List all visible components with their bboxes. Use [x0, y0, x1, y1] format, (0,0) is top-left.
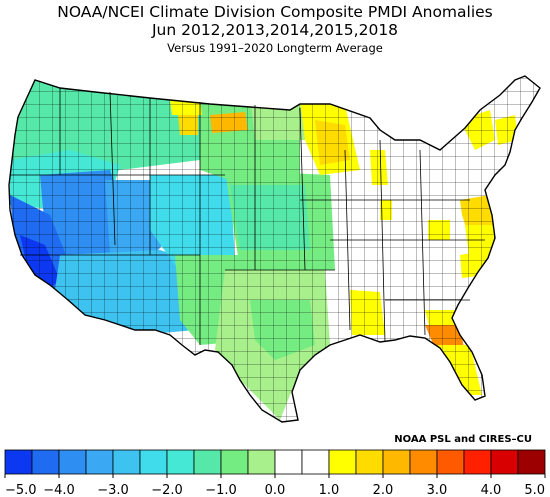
us-climate-division-map	[8, 75, 541, 423]
legend-swatch	[409, 449, 438, 475]
legend-tick-label: 0.0	[265, 483, 286, 497]
credit-label: NOAA PSL and CIRES–CU	[394, 434, 532, 445]
legend-swatch	[4, 449, 33, 475]
legend-swatch	[193, 449, 222, 475]
legend-swatch	[517, 449, 546, 475]
legend-tick-label: 5.0	[524, 483, 545, 497]
legend-swatch	[355, 449, 384, 475]
legend-tick-label: 3.0	[427, 483, 448, 497]
color-legend: −5.0 −4.0 −3.0 −2.0 −1.0 0.0 1.0 2.0 3.0 4.0 5.0	[4, 449, 546, 497]
legend-swatch	[301, 449, 330, 475]
legend-tick-label: 2.0	[373, 483, 394, 497]
legend-swatch	[139, 449, 168, 475]
legend-tick-label: −3.0	[97, 483, 129, 497]
legend-swatch	[112, 449, 141, 475]
us-outline	[8, 75, 541, 423]
legend-swatch	[490, 449, 519, 475]
legend-swatch	[58, 449, 87, 475]
legend-swatch	[247, 449, 276, 475]
legend-swatch	[220, 449, 249, 475]
legend-swatch	[85, 449, 114, 475]
legend-tick-label: 1.0	[319, 483, 340, 497]
legend-swatch	[436, 449, 465, 475]
legend-tick-label: 4.0	[481, 483, 502, 497]
legend-tick-label: −5.0	[5, 483, 37, 497]
legend-swatch	[382, 449, 411, 475]
legend-tick-label: −4.0	[43, 483, 75, 497]
map-subtitle-baseline: Versus 1991–2020 Longterm Average	[167, 41, 383, 55]
legend-swatch	[328, 449, 357, 475]
legend-tick-label: −1.0	[205, 483, 237, 497]
map-title: NOAA/NCEI Climate Division Composite PMD…	[57, 3, 493, 21]
map-subtitle-period: Jun 2012,2013,2014,2015,2018	[151, 21, 399, 39]
legend-tick-label: −2.0	[151, 483, 183, 497]
legend-swatch	[31, 449, 60, 475]
legend-swatch	[166, 449, 195, 475]
legend-swatch	[274, 449, 303, 475]
legend-swatch	[463, 449, 492, 475]
